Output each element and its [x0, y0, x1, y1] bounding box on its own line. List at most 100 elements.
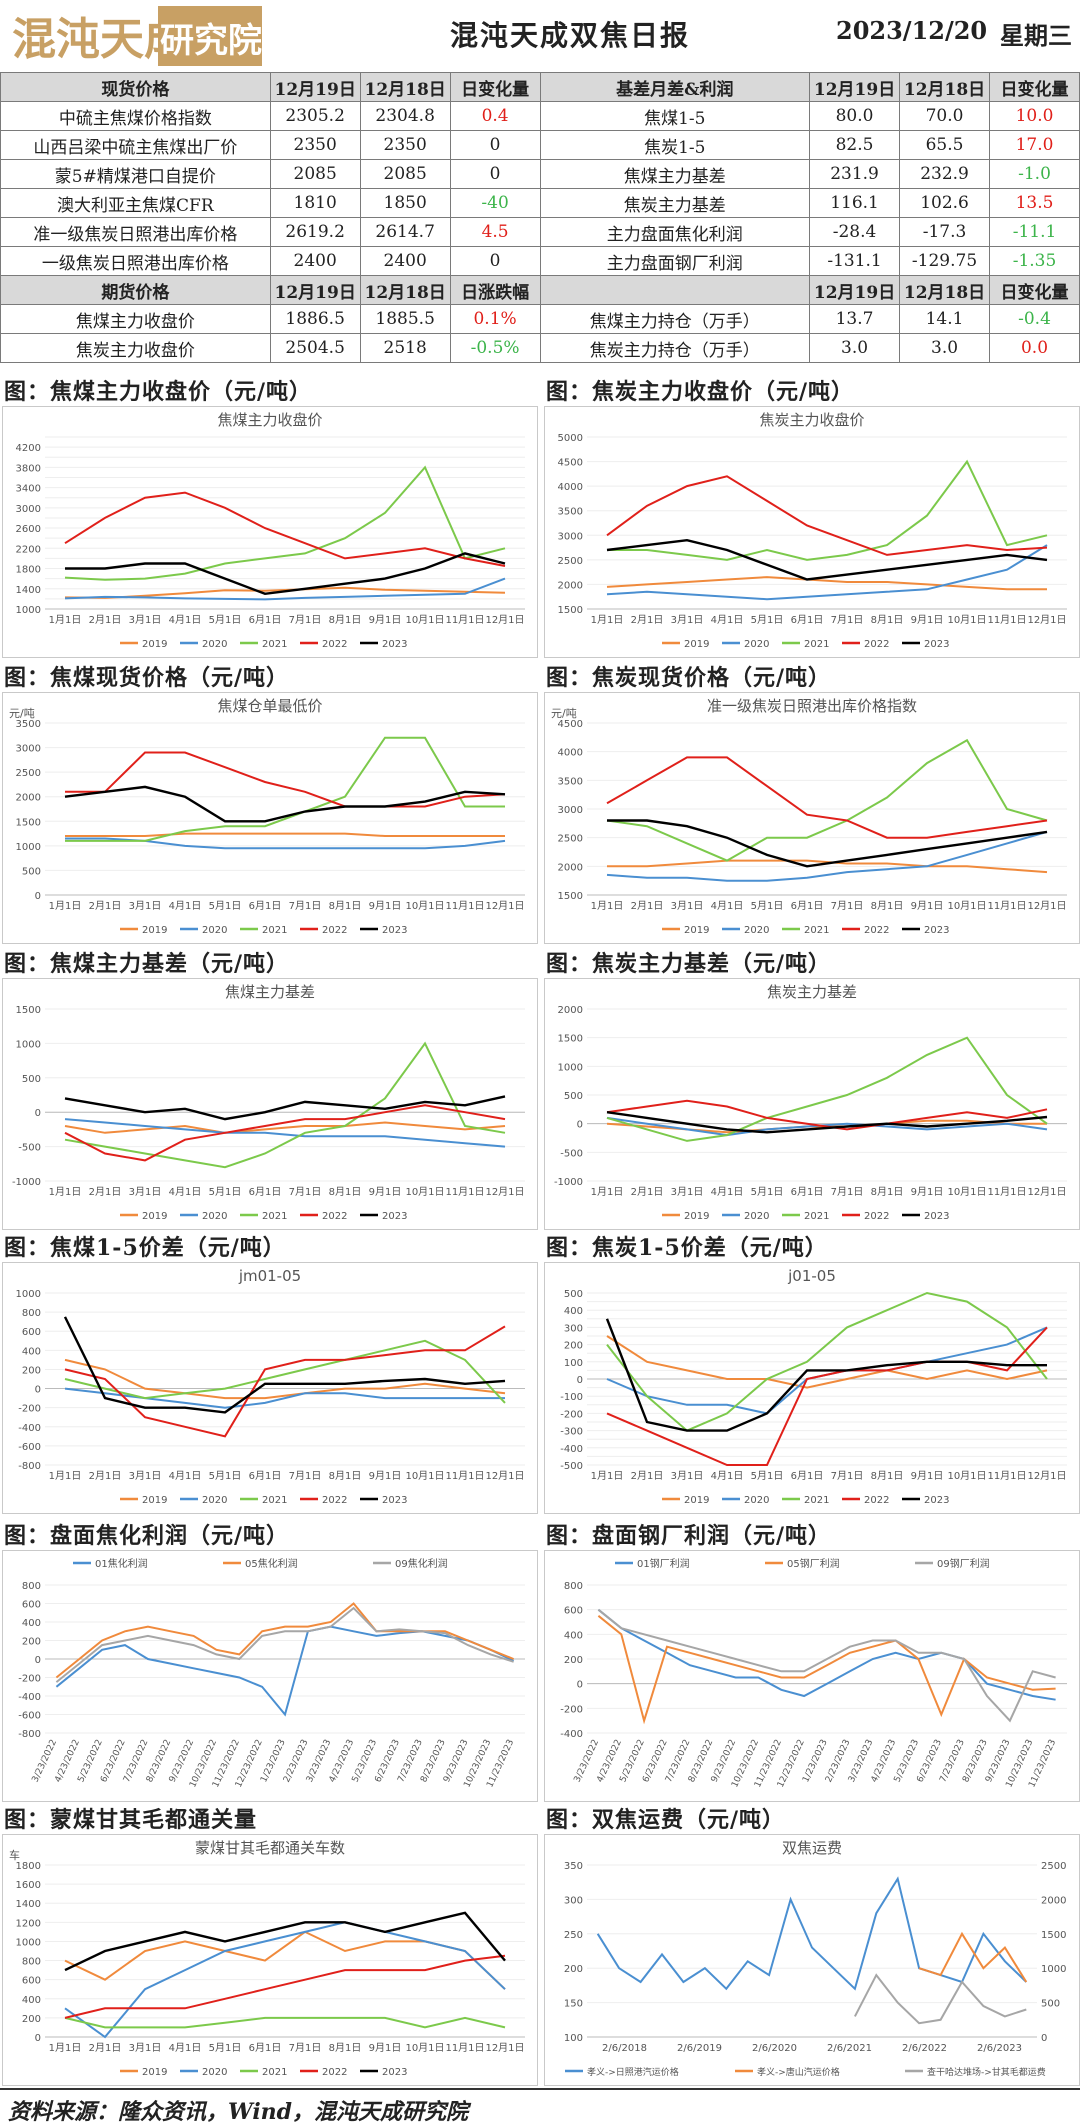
series-line: [606, 1116, 1048, 1137]
table-cell: 231.9: [809, 159, 901, 189]
y-tick-label: 1500: [558, 1034, 583, 1045]
chart-title: 双焦运费: [782, 1839, 842, 1857]
y-tick-label: -400: [560, 1729, 583, 1740]
legend-label: 2019: [142, 1211, 167, 1222]
chart-svg: 焦炭主力基差 -1000 -500 0 500 1000 1500 2000 1月1日 2月1日 3…: [554, 983, 1067, 1222]
chart: -400 -200 0 200 400 600 800 3/23/2022 4/23/2022 5…: [544, 1550, 1080, 1802]
x-tick-label: 7月1日: [289, 1470, 322, 1482]
y-tick-label: -400: [18, 1423, 41, 1434]
source-note: 资料来源：隆众资讯，Wind，混沌天成研究院: [8, 2099, 469, 2125]
y2-tick-label: 0: [1041, 2033, 1047, 2044]
chart-title: 准一级焦炭日照港出库价格指数: [707, 697, 917, 715]
y-tick-label: 600: [22, 1600, 41, 1611]
table-row: 一级焦炭日照港出库价格 2400 2400 0 主力盘面钢厂利润 -131.1 -129.7…: [0, 246, 1080, 276]
table-cell: 焦炭1-5: [539, 130, 811, 160]
x-tick-label: 12月1日: [485, 2042, 524, 2054]
y-tick-label: 200: [22, 1365, 41, 1376]
legend-label: 2019: [684, 1495, 709, 1506]
table-cell: 0: [449, 159, 541, 189]
table-row: 焦炭主力收盘价 2504.5 2518 -0.5% 焦炭主力持仓（万手） 3.0 3.0 0.…: [0, 333, 1080, 363]
table-cell: 期货价格: [0, 275, 271, 305]
panel-title: 图：焦炭主力基差（元/吨）: [546, 951, 832, 977]
y-tick-label: 200: [22, 2014, 41, 2025]
y-tick-label: -400: [18, 1692, 41, 1703]
y-tick-label: 3000: [16, 744, 41, 755]
table-row: 蒙5#精煤港口自提价 2085 2085 0 焦煤主力基差 231.9 232.9 -1.0: [0, 159, 1080, 189]
table-cell: 2400: [359, 246, 451, 276]
panel-title: 图：焦煤主力收盘价（元/吨）: [4, 379, 313, 405]
legend-label: 2023: [924, 639, 949, 650]
table-cell: 一级焦炭日照港出库价格: [0, 246, 271, 276]
x-tick-label: 6月1日: [249, 1186, 282, 1198]
series-line: [65, 736, 505, 842]
panel-title: 图：焦煤现货价格（元/吨）: [4, 665, 290, 691]
table-cell: 2518: [359, 333, 451, 363]
x-tick-label: 4月1日: [169, 900, 202, 912]
y-tick-label: 600: [22, 1327, 41, 1338]
y-tick-label: 1000: [558, 1062, 583, 1073]
x-tick-label: 9月1日: [911, 1186, 944, 1198]
legend-label: 2020: [202, 1495, 227, 1506]
chart: jm01-05 -800 -600 -400 -200 0 200 400 600 800 1000…: [2, 1262, 538, 1514]
x-tick-label: 8月1日: [871, 1470, 904, 1482]
x-tick-label: 12月1日: [1027, 900, 1066, 912]
y-tick-label: 800: [564, 1581, 583, 1592]
table-cell: 0: [449, 246, 541, 276]
x-tick-label: 2/6/2018: [602, 2043, 647, 2054]
y2-tick-label: 2500: [1041, 1861, 1066, 1872]
series-line: [55, 1606, 514, 1683]
table-header-row: 现货价格 12月19日 12月18日 日变化量 基差月差&利润 12月19日 12月18日日…: [0, 72, 1080, 102]
table-cell: 4.5: [449, 217, 541, 247]
x-tick-label: 1月1日: [49, 2042, 82, 2054]
table-cell: -0.4: [989, 304, 1080, 334]
chart-title: 焦炭主力收盘价: [759, 411, 864, 429]
x-tick-label: 11月1日: [987, 1186, 1026, 1198]
y-tick-label: 1400: [16, 585, 41, 596]
y-tick-label: 0: [577, 1680, 583, 1691]
x-tick-label: 2月1日: [89, 2042, 122, 2054]
legend-label: 2020: [202, 1211, 227, 1222]
chart: 焦炭主力收盘价 1500 2000 2500 3000 3500 4000 4500 5000 1…: [544, 406, 1080, 658]
series-line: [64, 1104, 506, 1162]
series-line: [55, 1625, 515, 1717]
table-cell: 2305.2: [269, 101, 361, 131]
y2-tick-label: 500: [1041, 1999, 1060, 2010]
legend-label: 2021: [804, 925, 829, 936]
y-tick-label: 2000: [558, 1005, 583, 1016]
table-cell: 10.0: [989, 101, 1080, 131]
y-tick-label: 500: [564, 1091, 583, 1102]
x-tick-label: 7月1日: [831, 1186, 864, 1198]
panel-title: 图：盘面钢厂利润（元/吨）: [546, 1523, 832, 1549]
table-cell: 焦煤主力持仓（万手）: [539, 304, 811, 334]
table-cell: 1885.5: [359, 304, 451, 334]
x-tick-label: 8月1日: [329, 1470, 362, 1482]
x-tick-label: 11月1日: [987, 614, 1026, 626]
x-tick-label: 7月1日: [289, 900, 322, 912]
x-tick-label: 9月1日: [369, 1186, 402, 1198]
chart: 双焦运费 100 150 200 250 300 350 0 500 1000 1500 2000 25…: [544, 1834, 1080, 2086]
table-cell: 2085: [359, 159, 451, 189]
x-tick-label: 3月1日: [671, 614, 704, 626]
legend-label: 2023: [924, 925, 949, 936]
x-tick-label: 2月1日: [89, 614, 122, 626]
x-tick-label: 6月1日: [791, 1186, 824, 1198]
y2-tick-label: 1500: [1041, 1930, 1066, 1941]
x-tick-label: 5月1日: [209, 2042, 242, 2054]
x-tick-label: 1月1日: [591, 614, 624, 626]
legend-label: 2021: [262, 1495, 287, 1506]
y-tick-label: 800: [22, 1581, 41, 1592]
legend-label: 2022: [864, 639, 889, 650]
svg-text:混沌天成: 混沌天成: [12, 14, 188, 65]
table-cell: 蒙5#精煤港口自提价: [0, 159, 271, 189]
table-cell: 主力盘面钢厂利润: [539, 246, 811, 276]
x-tick-label: 2月1日: [631, 1470, 664, 1482]
table-cell: 65.5: [899, 130, 991, 160]
panel-title: 图：焦炭现货价格（元/吨）: [546, 665, 832, 691]
chart-svg: jm01-05 -800 -600 -400 -200 0 200 400 600 800 1000…: [16, 1267, 525, 1506]
x-tick-label: 9月1日: [911, 1470, 944, 1482]
series-line: [918, 1931, 1028, 1983]
x-tick-label: 7月1日: [831, 1470, 864, 1482]
y-tick-label: 400: [564, 1630, 583, 1641]
legend-label: 2021: [262, 639, 287, 650]
